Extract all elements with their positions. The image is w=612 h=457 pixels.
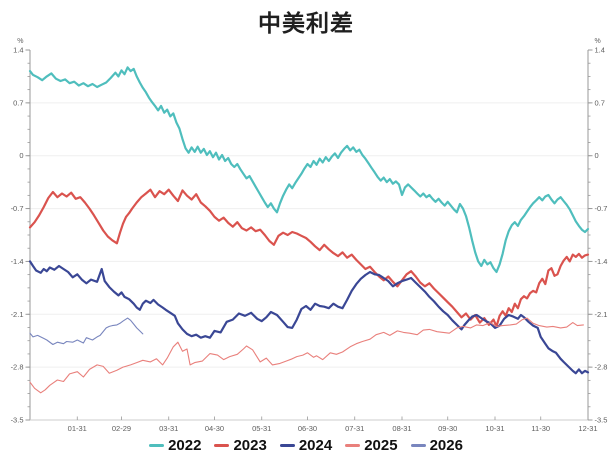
x-tick-label: 11-30 (531, 424, 550, 433)
y-tick-label-right: 1.4 (595, 46, 605, 55)
series-line-2022 (28, 66, 590, 274)
y-tick-label-right: -0.7 (595, 204, 608, 213)
x-tick-label: 05-31 (252, 424, 271, 433)
legend-swatch-2023 (214, 444, 230, 447)
x-tick-label: 01-31 (68, 424, 87, 433)
y-tick-label-left: -0.7 (11, 204, 24, 213)
legend-swatch-2026 (410, 444, 426, 447)
legend-item-2024[interactable]: 2024 (279, 437, 333, 454)
y-tick-label-left: -1.4 (11, 257, 24, 266)
legend-item-2022[interactable]: 2022 (149, 437, 201, 454)
legend-label: 2025 (364, 437, 398, 454)
x-tick-label: 07-31 (345, 424, 364, 433)
legend-swatch-2024 (279, 444, 295, 447)
chart-legend: 2022 2023 2024 2025 2026 (0, 437, 612, 454)
y-unit-right: % (595, 38, 601, 45)
y-tick-label-left: 1.4 (13, 46, 23, 55)
series-line-2024 (28, 260, 590, 375)
series-line-2025 (29, 317, 584, 394)
chart-title: 中美利差 (258, 10, 354, 36)
x-tick-label: 06-30 (298, 424, 317, 433)
legend-label: 2024 (298, 437, 333, 454)
y-tick-label-right: -2.8 (595, 363, 608, 372)
x-tick-label: 02-29 (112, 424, 131, 433)
x-tick-label: 10-31 (485, 424, 504, 433)
legend-item-2023[interactable]: 2023 (214, 437, 267, 454)
y-tick-label-right: 0 (595, 151, 599, 160)
y-tick-label-left: -2.8 (11, 363, 24, 372)
series-line-2026 (29, 317, 144, 346)
legend-label: 2026 (429, 437, 463, 454)
legend-item-2025[interactable]: 2025 (345, 437, 398, 454)
x-tick-label: 08-31 (392, 424, 411, 433)
x-tick-label: 12-31 (578, 424, 597, 433)
x-tick-label: 09-30 (438, 424, 457, 433)
y-unit-left: % (17, 38, 23, 45)
y-tick-label-left: 0 (19, 151, 23, 160)
legend-item-2026[interactable]: 2026 (410, 437, 463, 454)
y-tick-label-right: -1.4 (595, 257, 608, 266)
y-tick-label-right: -3.5 (595, 416, 608, 425)
series-line-2023 (28, 188, 590, 328)
y-tick-label-left: -2.1 (11, 310, 24, 319)
y-tick-label-right: -2.1 (595, 310, 608, 319)
y-tick-label-right: 0.7 (595, 98, 605, 107)
y-tick-label-left: 0.7 (13, 98, 23, 107)
legend-swatch-2022 (149, 444, 165, 447)
x-tick-label: 03-31 (159, 424, 178, 433)
legend-label: 2023 (233, 437, 267, 454)
legend-label: 2022 (168, 437, 202, 454)
y-tick-label-left: -3.5 (11, 416, 24, 425)
x-tick-label: 04-30 (205, 424, 224, 433)
legend-swatch-2025 (345, 444, 361, 447)
